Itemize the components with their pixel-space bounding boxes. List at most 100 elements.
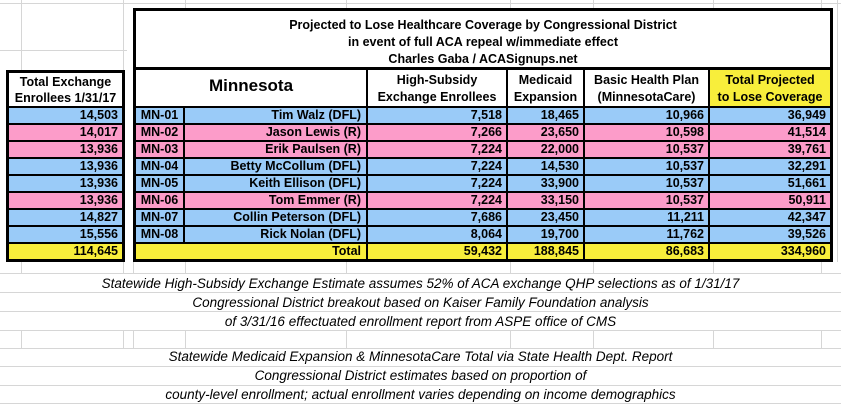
footnote-exchange-methodology: Statewide High-Subsidy Exchange Estimate… [0,274,841,331]
representative-cell[interactable]: Jason Lewis (R) [185,125,368,140]
high-subsidy-cell[interactable]: 7,686 [368,210,508,225]
footnote-line: of 3/31/16 effectuated enrollment report… [224,314,617,329]
exchange-enrollees-total-cell[interactable]: 114,645 [9,244,122,259]
medicaid-cell[interactable]: 33,900 [508,176,585,191]
coverage-loss-table: Projected to Lose Healthcare Coverage by… [133,8,833,262]
exchange-enrollees-header[interactable]: Total Exchange Enrollees 1/31/17 [9,73,122,108]
gridline [185,0,186,8]
gridline [0,366,841,367]
exchange-enrollees-cell[interactable]: 14,827 [9,210,122,227]
exchange-enrollees-cell[interactable]: 15,556 [9,227,122,244]
high-subsidy-cell[interactable]: 7,224 [368,159,508,174]
gridline [0,403,841,404]
table-body: MN-01 Tim Walz (DFL) 7,518 18,465 10,966… [136,108,830,244]
total-projected-cell[interactable]: 41,514 [787,125,826,139]
representative-cell[interactable]: Rick Nolan (DFL) [185,227,368,242]
total-label-cell[interactable]: Total [136,244,368,259]
total-high-subsidy-cell[interactable]: 59,432 [368,244,508,259]
gridline [593,262,594,273]
bhp-cell[interactable]: 10,537 [585,193,710,208]
gridline [346,0,347,8]
representative-cell[interactable]: Tim Walz (DFL) [185,108,368,123]
bhp-cell[interactable]: 10,966 [585,108,710,123]
high-subsidy-cell[interactable]: 8,064 [368,227,508,242]
total-row: Total 59,432 188,845 86,683 334,960 [136,244,830,259]
gridline [0,330,841,331]
representative-cell[interactable]: Erik Paulsen (R) [185,142,368,157]
state-header-cell[interactable]: Minnesota [136,70,368,106]
medicaid-cell[interactable]: 23,650 [508,125,585,140]
gridline [510,262,511,273]
exchange-enrollees-cell[interactable]: 14,503 [9,108,122,125]
exchange-enrollees-cell[interactable]: 14,017 [9,125,122,142]
medicaid-header-line2: Expansion [513,89,578,104]
medicaid-cell[interactable]: 18,465 [508,108,585,123]
bhp-header-line1: Basic Health Plan [594,73,699,87]
district-cell[interactable]: MN-05 [136,176,185,191]
exchange-enrollees-cell[interactable]: 13,936 [9,142,122,159]
gridline [0,311,841,312]
district-cell[interactable]: MN-02 [136,125,185,140]
bhp-cell[interactable]: 10,537 [585,159,710,174]
gridline [21,0,22,70]
total-bhp-cell[interactable]: 86,683 [585,244,710,259]
table-row: MN-01 Tim Walz (DFL) 7,518 18,465 10,966… [136,108,830,125]
representative-cell[interactable]: Collin Peterson (DFL) [185,210,368,225]
representative-cell[interactable]: Keith Ellison (DFL) [185,176,368,191]
table-title-line3: Charles Gaba / ACASignups.net [388,52,578,66]
gridline [185,330,186,348]
gridline [0,273,841,274]
district-cell[interactable]: MN-07 [136,210,185,225]
representative-cell[interactable]: Tom Emmer (R) [185,193,368,208]
medicaid-cell[interactable]: 14,530 [508,159,585,174]
district-cell[interactable]: MN-04 [136,159,185,174]
district-cell[interactable]: MN-08 [136,227,185,242]
bhp-header-cell[interactable]: Basic Health Plan (MinnesotaCare) [585,70,710,106]
bhp-cell[interactable]: 11,762 [585,227,710,242]
total-projected-cell[interactable]: 32,291 [787,159,826,173]
bhp-cell[interactable]: 10,537 [585,142,710,157]
bhp-cell[interactable]: 10,537 [585,176,710,191]
total-projected-header-line2: to Lose Coverage [717,89,823,104]
medicaid-cell[interactable]: 23,450 [508,210,585,225]
table-title[interactable]: Projected to Lose Healthcare Coverage by… [136,11,830,70]
district-cell[interactable]: MN-06 [136,193,185,208]
gridline [713,0,714,8]
exchange-enrollees-header-line2: Enrollees 1/31/17 [14,91,117,105]
bhp-cell[interactable]: 10,598 [585,125,710,140]
medicaid-cell[interactable]: 33,150 [508,193,585,208]
gridline [510,330,511,348]
medicaid-cell[interactable]: 19,700 [508,227,585,242]
representative-cell[interactable]: Betty McCollum (DFL) [185,159,368,174]
high-subsidy-header-cell[interactable]: High-Subsidy Exchange Enrollees [368,70,508,106]
exchange-enrollees-cell[interactable]: 13,936 [9,193,122,210]
total-projected-cell[interactable]: 36,949 [787,108,826,122]
total-projected-header-line1: Total Projected [725,73,815,87]
total-projected-header-cell[interactable]: Total Projected to Lose Coverage [710,70,830,106]
table-row: MN-04 Betty McCollum (DFL) 7,224 14,530 … [136,159,830,176]
exchange-enrollees-cell[interactable]: 13,936 [9,159,122,176]
column-header-row: Minnesota High-Subsidy Exchange Enrollee… [136,70,830,108]
total-projected-cell[interactable]: 50,911 [788,193,826,207]
medicaid-cell[interactable]: 22,000 [508,142,585,157]
bhp-cell[interactable]: 11,211 [585,210,710,225]
total-medicaid-cell[interactable]: 188,845 [508,244,585,259]
high-subsidy-cell[interactable]: 7,224 [368,176,508,191]
total-projected-cell[interactable]: 51,661 [787,176,826,190]
high-subsidy-cell[interactable]: 7,224 [368,193,508,208]
district-cell[interactable]: MN-01 [136,108,185,123]
high-subsidy-cell[interactable]: 7,266 [368,125,508,140]
high-subsidy-cell[interactable]: 7,518 [368,108,508,123]
gridline [593,330,594,348]
exchange-enrollees-cell[interactable]: 13,936 [9,176,122,193]
total-projected-cell[interactable]: 42,347 [787,210,826,224]
footnote-medicaid-methodology: Statewide Medicaid Expansion & Minnesota… [0,347,841,404]
total-projected-cell[interactable]: 39,526 [787,227,826,241]
total-projected-total-cell[interactable]: 334,960 [780,244,826,258]
gridline [0,348,841,349]
high-subsidy-cell[interactable]: 7,224 [368,142,508,157]
total-projected-cell[interactable]: 39,761 [787,142,826,156]
footnote-line: Statewide Medicaid Expansion & Minnesota… [168,349,673,364]
medicaid-header-cell[interactable]: Medicaid Expansion [508,70,585,106]
district-cell[interactable]: MN-03 [136,142,185,157]
